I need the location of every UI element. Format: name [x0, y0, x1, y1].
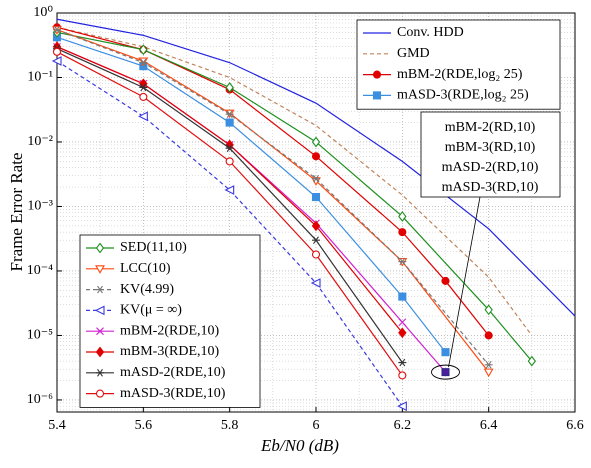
series-line: [56, 36, 446, 353]
marker: [139, 58, 148, 67]
marker: [139, 44, 148, 56]
marker: [398, 211, 407, 222]
x-tick-label: 6.4: [480, 418, 498, 433]
marker: [310, 278, 321, 288]
plot-frame: [56, 12, 576, 413]
x-axis-label: Eb/N0 (dB): [260, 436, 339, 455]
x-tick-label: 6.6: [566, 418, 584, 433]
marker: [398, 318, 407, 327]
marker: [372, 70, 382, 79]
y-tick-label: 10⁻⁴: [27, 263, 53, 278]
marker: [95, 389, 105, 398]
marker: [484, 304, 493, 316]
annotation-text: mBM-3(RD,10): [445, 140, 536, 155]
marker: [139, 83, 148, 92]
marker: [139, 92, 148, 101]
annotation-text: mASD-2(RD,10): [442, 160, 539, 175]
series-line: [56, 29, 490, 366]
series-line: [56, 18, 576, 317]
y-tick-label: 10⁻¹: [27, 70, 53, 85]
marker: [484, 361, 493, 369]
y-tick-label: 10⁰: [33, 5, 53, 20]
marker: [483, 368, 494, 378]
x-tick-label: 6: [313, 418, 320, 433]
legend-label: mASD-3(RDE,log₂ 25): [397, 88, 529, 103]
marker: [95, 346, 105, 358]
legend-label: KV(4.99): [120, 282, 174, 297]
y-tick-label: 10⁻⁶: [27, 392, 53, 407]
marker: [398, 292, 407, 301]
annotation-ellipse: [431, 364, 460, 380]
marker: [398, 327, 407, 339]
marker: [225, 144, 234, 153]
y-tick-label: 10⁻⁵: [27, 328, 53, 343]
marker: [52, 47, 62, 56]
legend-label: Conv. HDD: [397, 25, 464, 40]
y-tick-label: 10⁻²: [27, 134, 53, 149]
x-tick-label: 5.8: [221, 418, 239, 433]
marker: [312, 236, 320, 245]
legend-box: [79, 234, 261, 408]
legend-label: mBM-3(RDE,10): [120, 344, 220, 359]
legend-label: mBM-2(RDE,10): [120, 323, 220, 338]
marker: [225, 110, 234, 118]
legend-label: LCC(10): [120, 261, 171, 276]
legend-label: GMD: [397, 46, 430, 61]
marker: [397, 401, 407, 412]
x-tick-label: 5.6: [135, 418, 153, 433]
marker: [372, 91, 382, 100]
marker: [398, 358, 407, 367]
y-axis-label: Frame Error Rate: [7, 153, 26, 272]
series-line: [56, 60, 403, 407]
marker: [225, 82, 234, 93]
marker: [312, 174, 320, 183]
marker: [225, 157, 234, 166]
marker: [527, 355, 537, 367]
marker: [441, 348, 450, 357]
marker: [311, 136, 321, 148]
annotation-box: [420, 111, 561, 198]
marker: [95, 265, 105, 274]
marker: [484, 331, 493, 340]
marker: [398, 371, 407, 380]
legend-label: SED(11,10): [120, 240, 187, 255]
marker: [224, 185, 235, 195]
legend-box: [356, 19, 561, 110]
x-tick-label: 6.2: [394, 418, 412, 433]
marker: [51, 56, 62, 66]
legend-label: mBM-2(RDE,log₂ 25): [397, 67, 523, 82]
annotation-marker: [441, 368, 450, 377]
marker: [225, 118, 234, 127]
marker: [96, 327, 104, 336]
marker: [441, 276, 450, 285]
marker: [311, 152, 321, 161]
marker: [311, 220, 321, 232]
annotation-text: mASD-3(RD,10): [442, 180, 539, 195]
annotation-text: mBM-2(RD,10): [445, 120, 536, 135]
x-tick-label: 5.4: [48, 418, 66, 433]
marker: [96, 285, 104, 294]
marker: [311, 192, 321, 202]
marker: [53, 25, 61, 34]
marker: [96, 368, 104, 377]
legend-label: mASD-3(RDE,10): [120, 386, 226, 401]
marker: [138, 111, 148, 122]
legend-label: mASD-2(RDE,10): [120, 365, 226, 380]
marker: [311, 250, 321, 259]
marker: [95, 242, 105, 254]
annotation-pointer: [448, 196, 481, 368]
marker: [94, 305, 105, 316]
y-tick-label: 10⁻³: [27, 199, 53, 214]
legend-label: KV(μ = ∞): [120, 303, 182, 318]
marker: [398, 228, 407, 237]
marker: [398, 257, 407, 266]
